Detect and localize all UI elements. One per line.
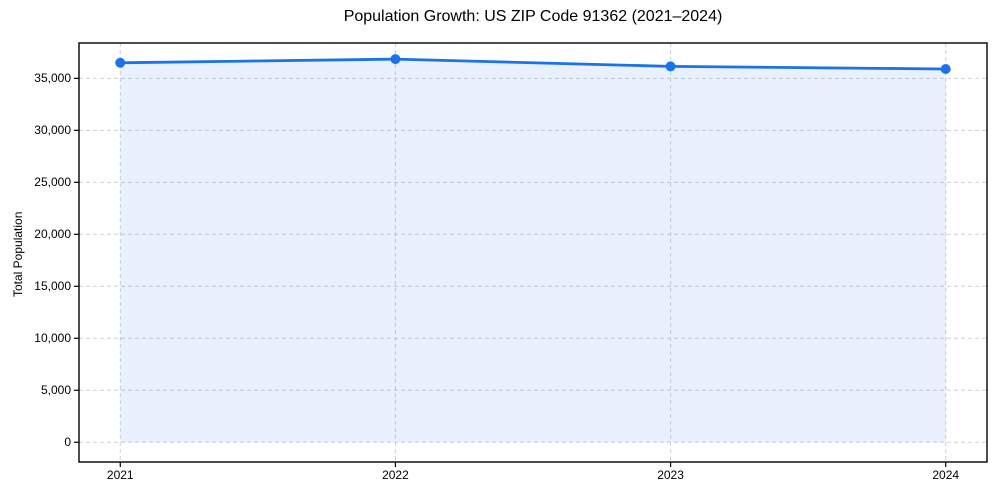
y-tick-label-5,000: 5,000 (40, 383, 71, 398)
x-tick-label-2023: 2023 (657, 468, 684, 482)
data-point-2024 (940, 63, 951, 74)
y-tick-label-30,000: 30,000 (34, 123, 71, 138)
data-point-2023 (665, 61, 676, 72)
y-tick-label-25,000: 25,000 (34, 175, 71, 190)
y-tick-label-10,000: 10,000 (34, 331, 71, 346)
population-line (118, 57, 948, 71)
chart-title: Population Growth: US ZIP Code 91362 (20… (343, 8, 723, 25)
area-fill (120, 59, 946, 443)
x-tick-label-2022: 2022 (382, 468, 409, 482)
x-tick-label-2024: 2024 (932, 468, 960, 482)
x-tick-label-2021: 2021 (106, 468, 134, 482)
plot-border (78, 42, 988, 463)
data-point-2022 (390, 54, 401, 65)
plot-area (79, 43, 987, 462)
y-tick-label-20,000: 20,000 (34, 227, 71, 242)
y-tick-label-15,000: 15,000 (34, 279, 71, 294)
y-tick-label-0: 0 (64, 435, 71, 450)
y-tick-label-35,000: 35,000 (34, 71, 71, 86)
data-point-2021 (115, 57, 126, 68)
